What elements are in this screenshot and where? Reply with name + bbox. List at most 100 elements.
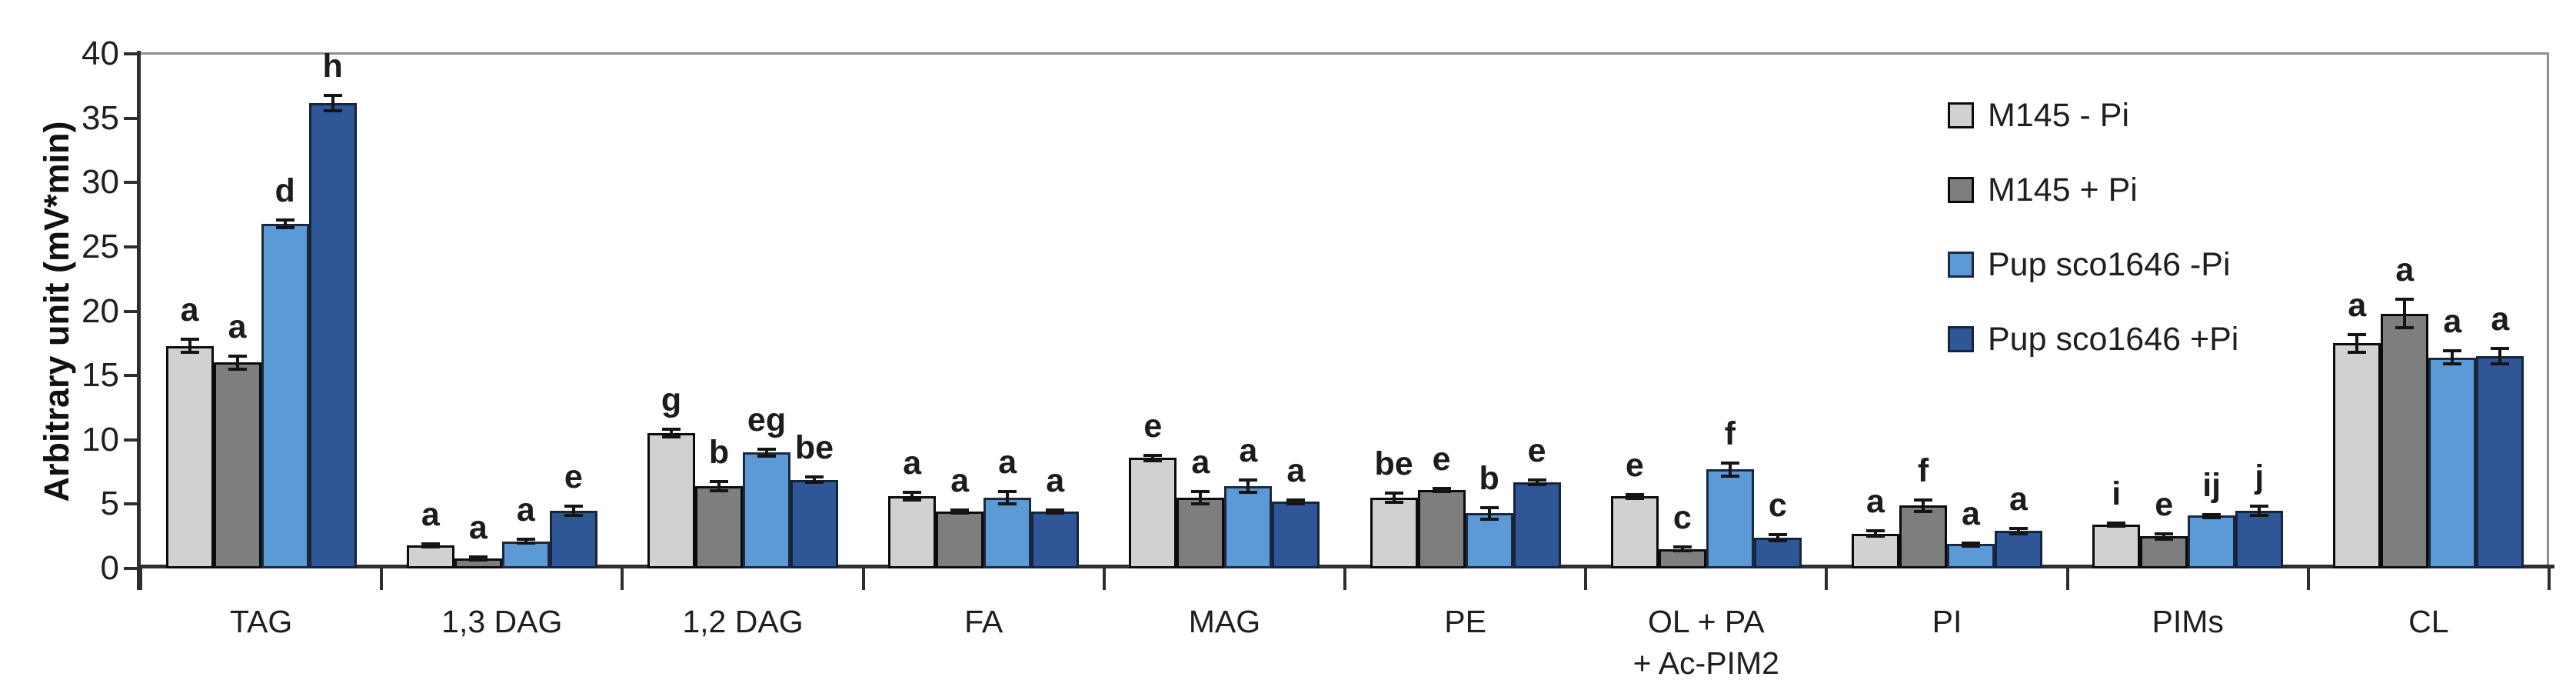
sig-letter: e xyxy=(1625,446,1644,484)
sig-letter: d xyxy=(275,172,295,209)
sig-letter: c xyxy=(1768,486,1787,524)
bar-pup-sco1646-pi-1-2-dag xyxy=(790,479,838,568)
sig-letter: e xyxy=(564,458,583,495)
error-bar-cap-bottom xyxy=(1768,539,1787,543)
bar-pup-sco1646-pi-ol-pa-ac-pim2 xyxy=(1706,469,1754,568)
error-bar-cap-top xyxy=(1962,541,1980,545)
error-bar xyxy=(331,95,334,111)
error-bar-cap-top xyxy=(1286,498,1306,502)
bar-pup-sco1646-pi-fa xyxy=(1031,512,1080,568)
bar-m145-pi-pi xyxy=(1852,533,1899,568)
x-axis-tick-mark xyxy=(1825,568,1829,590)
sig-letter: a xyxy=(2009,481,2028,518)
error-bar-cap-top xyxy=(2155,532,2174,535)
sig-letter: a xyxy=(180,292,199,329)
sig-letter: eg xyxy=(747,402,787,439)
y-axis-tick-label: 30 xyxy=(82,163,119,202)
error-bar-cap-top xyxy=(2202,512,2222,516)
error-bar-cap-bottom xyxy=(1625,496,1644,500)
error-bar xyxy=(765,449,768,456)
sig-letter: a xyxy=(950,462,970,500)
sig-letter: a xyxy=(468,508,488,546)
sig-letter: a xyxy=(903,445,922,482)
error-bar-cap-top xyxy=(180,338,199,342)
x-category-label-mag: MAG xyxy=(1188,604,1261,639)
error-bar-cap-bottom xyxy=(1866,535,1885,538)
error-bar xyxy=(1199,492,1203,504)
error-bar-cap-top xyxy=(228,355,247,358)
error-bar xyxy=(717,482,721,491)
bar-pup-sco1646-pi-fa xyxy=(983,498,1032,568)
bar-m145-pi-mag xyxy=(1177,498,1225,568)
y-axis-tick-label: 5 xyxy=(100,485,119,523)
sig-letter: e xyxy=(2155,485,2174,523)
error-bar-cap-bottom xyxy=(757,454,776,458)
error-bar xyxy=(283,219,287,228)
sig-letter: a xyxy=(421,495,440,533)
sig-letter: a xyxy=(2491,301,2510,338)
sig-letter: a xyxy=(1866,483,1885,521)
error-bar xyxy=(1728,462,1732,476)
error-bar-cap-bottom xyxy=(323,108,342,112)
error-bar-cap-bottom xyxy=(228,367,247,371)
error-bar xyxy=(1151,455,1155,461)
error-bar-cap-bottom xyxy=(1672,549,1692,553)
x-axis-tick-mark xyxy=(621,568,624,590)
error-bar-cap-bottom xyxy=(1191,502,1210,505)
error-bar-cap-top xyxy=(903,491,922,495)
error-bar-cap-top xyxy=(2443,349,2462,353)
sig-letter: i xyxy=(2112,475,2122,513)
error-bar-cap-top xyxy=(2348,332,2367,336)
error-bar xyxy=(2451,351,2455,365)
bar-pup-sco1646-pi-1-3-dag xyxy=(501,541,550,568)
error-bar-cap-bottom xyxy=(2009,532,2028,535)
error-bar-cap-bottom xyxy=(998,502,1017,505)
error-bar xyxy=(2355,334,2359,352)
bar-m145-pi-tag xyxy=(213,362,261,568)
error-bar-cap-bottom xyxy=(468,558,488,562)
y-axis-tick-mark xyxy=(124,245,141,248)
error-bar-cap-bottom xyxy=(1914,509,1932,513)
x-axis-tick-mark xyxy=(861,568,865,590)
bar-pup-sco1646-pi-mag xyxy=(1224,485,1273,568)
error-bar-cap-bottom xyxy=(1720,474,1739,478)
error-bar-cap-bottom xyxy=(710,488,728,492)
sig-letter: e xyxy=(1432,440,1451,478)
sig-letter: b xyxy=(1479,459,1499,497)
error-bar xyxy=(2162,533,2166,539)
sig-letter: ij xyxy=(2202,466,2222,504)
error-bar-cap-top xyxy=(1384,492,1403,495)
sig-letter: f xyxy=(1724,415,1736,452)
sig-letter: a xyxy=(998,444,1017,482)
y-axis-tick-mark xyxy=(124,116,141,120)
x-category-label-ol-pa-ac-pim2: OL + PA + Ac-PIM2 xyxy=(1632,604,1779,681)
sig-letter: j xyxy=(2255,458,2265,495)
error-bar-cap-bottom xyxy=(2443,362,2462,366)
error-bar-cap-top xyxy=(2009,527,2028,531)
error-bar-cap-top xyxy=(1432,486,1451,490)
bar-m145-pi-mag xyxy=(1129,458,1177,568)
error-bar-cap-top xyxy=(564,504,583,508)
error-bar xyxy=(1776,534,1779,542)
sig-letter: a xyxy=(2443,303,2462,341)
bar-m145-pi-pims xyxy=(2092,525,2141,568)
sig-letter: a xyxy=(2395,252,2415,289)
error-bar-cap-bottom xyxy=(1479,517,1499,521)
x-axis-tick-mark xyxy=(2548,568,2551,590)
bar-pup-sco1646-pi-cl xyxy=(2428,357,2477,568)
error-bar-cap-bottom xyxy=(2107,525,2126,528)
legend-label-m145-pi: M145 + Pi xyxy=(1988,171,2138,208)
sig-letter: be xyxy=(794,429,834,467)
error-bar-cap-top xyxy=(1239,478,1258,482)
error-bar xyxy=(2258,505,2261,515)
y-axis-tick-mark xyxy=(124,502,141,506)
error-bar-cap-bottom xyxy=(1384,500,1403,504)
bar-pup-sco1646-pi-pi xyxy=(1947,544,1995,568)
sig-letter: a xyxy=(2348,286,2367,324)
legend-item-pup-sco1646-pi: Pup sco1646 -Pi xyxy=(1948,245,2231,285)
legend-swatch-m145-pi xyxy=(1948,177,1974,203)
y-axis-tick-mark xyxy=(124,374,141,378)
error-bar xyxy=(958,510,962,514)
error-bar-cap-bottom xyxy=(1432,489,1451,493)
error-bar-cap-top xyxy=(757,448,776,452)
